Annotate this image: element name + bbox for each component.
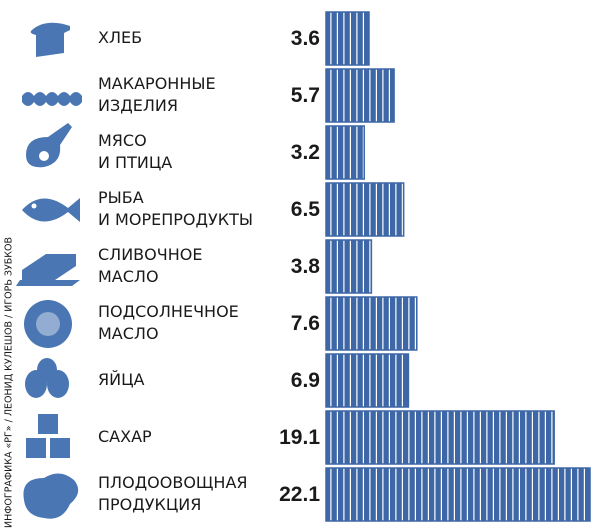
category-label: И ПТИЦА xyxy=(98,153,172,172)
icons xyxy=(16,23,82,519)
category-label: МАКАРОННЫЕ xyxy=(98,74,216,93)
bar xyxy=(326,468,590,521)
category-label: СЛИВОЧНОЕ xyxy=(98,245,202,264)
value-label: 19.1 xyxy=(279,426,320,449)
category-label: МАСЛО xyxy=(98,267,159,286)
chart: ИНФОГРАФИКА «РГ» / ЛЕОНИД КУЛЕШОВ / ИГОР… xyxy=(0,0,598,528)
category-label: ПРОДУКЦИЯ xyxy=(98,495,201,514)
category-label: МАСЛО xyxy=(98,324,159,343)
value-label: 22.1 xyxy=(279,483,320,506)
value-label: 3.2 xyxy=(291,141,320,164)
credit: ИНФОГРАФИКА «РГ» / ЛЕОНИД КУЛЕШОВ / ИГОР… xyxy=(4,237,15,528)
value-label: 3.6 xyxy=(291,27,320,50)
category-label: САХАР xyxy=(98,427,152,446)
value-label: 6.5 xyxy=(291,198,321,221)
bar xyxy=(326,240,371,293)
category-label: МЯСО xyxy=(98,131,147,150)
category-label: ПОДСОЛНЕЧНОЕ xyxy=(98,302,239,321)
category-label: И МОРЕПРОДУКТЫ xyxy=(98,210,253,229)
bar xyxy=(326,126,364,179)
category-label: ХЛЕБ xyxy=(98,28,142,47)
bar xyxy=(326,297,417,350)
bar xyxy=(326,12,369,65)
bar xyxy=(326,183,404,236)
value-label: 7.6 xyxy=(291,312,320,335)
category-label: ИЗДЕЛИЯ xyxy=(98,96,178,115)
category-label: ПЛОДООВОЩНАЯ xyxy=(98,473,248,492)
category-label: ЯЙЦА xyxy=(98,370,145,389)
bar xyxy=(326,411,554,464)
bar xyxy=(326,69,394,122)
bar xyxy=(326,354,408,407)
value-label: 5.7 xyxy=(291,84,320,107)
category-label: РЫБА xyxy=(98,188,144,207)
value-label: 6.9 xyxy=(291,369,320,392)
value-label: 3.8 xyxy=(291,255,321,278)
